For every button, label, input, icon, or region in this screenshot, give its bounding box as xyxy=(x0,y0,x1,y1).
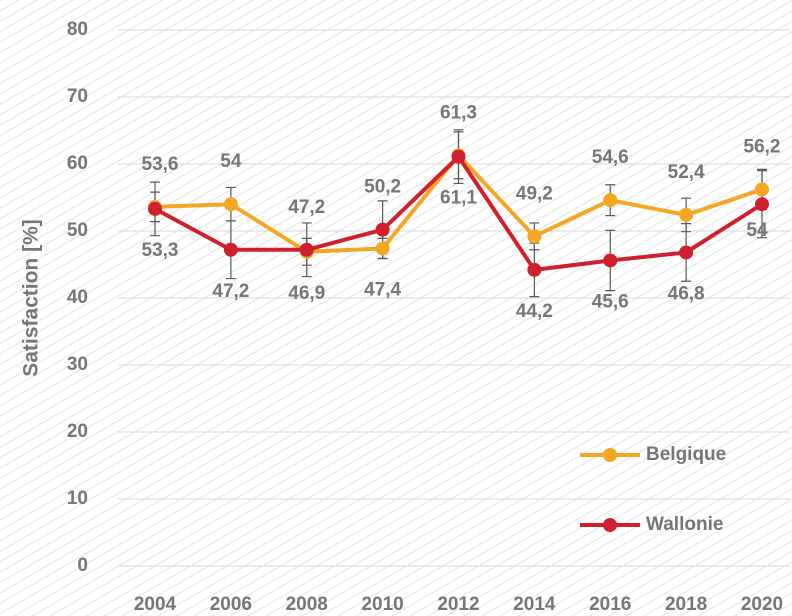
y-tick-label: 10 xyxy=(67,488,88,509)
x-tick-label: 2014 xyxy=(513,594,556,615)
marker xyxy=(755,182,769,197)
marker xyxy=(299,242,314,257)
y-axis-label: Satisfaction [%] xyxy=(20,219,43,377)
data-label: 46,8 xyxy=(668,283,705,304)
data-label: 53,6 xyxy=(142,154,179,175)
data-label: 44,2 xyxy=(516,301,553,322)
marker xyxy=(375,241,390,256)
data-label: 50,2 xyxy=(364,177,401,198)
data-label: 54 xyxy=(746,220,768,241)
data-label: 45,6 xyxy=(592,291,629,312)
y-tick-label: 40 xyxy=(67,287,88,308)
data-label: 49,2 xyxy=(516,183,553,204)
data-label: 46,9 xyxy=(288,283,325,304)
data-label: 53,3 xyxy=(142,240,179,261)
y-tick-label: 60 xyxy=(67,153,88,174)
marker xyxy=(679,207,694,222)
x-tick-label: 2004 xyxy=(134,594,177,615)
marker xyxy=(223,242,238,257)
x-tick-label: 2016 xyxy=(589,594,631,615)
marker xyxy=(527,229,542,244)
data-label: 52,4 xyxy=(668,162,705,183)
legend-marker xyxy=(603,448,617,462)
x-tick-label: 2012 xyxy=(437,594,479,615)
marker xyxy=(603,193,618,208)
data-label: 61,1 xyxy=(440,188,477,209)
y-tick-label: 70 xyxy=(67,86,88,107)
marker xyxy=(375,222,390,237)
legend-marker xyxy=(603,518,617,532)
y-tick-label: 50 xyxy=(67,220,88,241)
x-tick-label: 2006 xyxy=(210,594,252,615)
x-tick-label: 2008 xyxy=(286,594,328,615)
x-tick-label: 2020 xyxy=(741,594,783,615)
marker xyxy=(527,262,542,277)
data-label: 47,2 xyxy=(212,281,249,302)
y-tick-label: 20 xyxy=(67,421,88,442)
x-tick-label: 2018 xyxy=(665,594,707,615)
marker xyxy=(603,253,618,268)
x-tick-label: 2010 xyxy=(361,594,403,615)
y-tick-label: 80 xyxy=(67,19,88,40)
marker xyxy=(755,197,769,212)
data-label: 54 xyxy=(220,151,242,172)
legend-label: Wallonie xyxy=(646,514,723,535)
marker xyxy=(148,201,162,216)
data-label: 61,3 xyxy=(440,102,477,123)
data-label: 47,2 xyxy=(288,197,325,218)
y-tick-label: 0 xyxy=(77,555,88,576)
data-label: 54,6 xyxy=(592,147,629,168)
data-label: 56,2 xyxy=(744,136,781,157)
y-tick-label: 30 xyxy=(67,354,88,375)
data-label: 47,4 xyxy=(364,279,401,300)
marker xyxy=(451,149,466,164)
marker xyxy=(223,197,238,212)
legend-label: Belgique xyxy=(646,444,726,465)
marker xyxy=(679,245,694,260)
